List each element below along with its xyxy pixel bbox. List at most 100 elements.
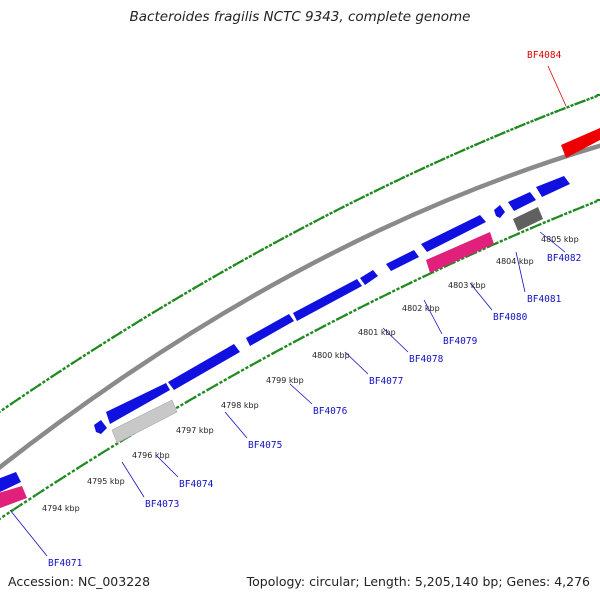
tick-mark — [179, 293, 184, 298]
tick-mark — [482, 246, 487, 251]
tick-mark — [400, 285, 405, 289]
tick-mark — [300, 226, 305, 230]
gene-label: BF4084 — [527, 50, 562, 61]
tick-mark — [21, 393, 26, 398]
tick-mark — [186, 397, 195, 403]
tick-mark — [66, 364, 71, 368]
tick-mark — [369, 191, 374, 195]
callout-line — [9, 509, 48, 557]
tick-mark — [325, 213, 329, 218]
tick-mark — [349, 201, 354, 205]
tick-mark — [580, 205, 585, 209]
tick-mark — [499, 239, 504, 243]
gene-label: BF4081 — [527, 294, 562, 305]
kbp-label: 4804 kbp — [496, 257, 534, 266]
tick-mark — [421, 166, 426, 170]
tick-mark — [75, 466, 80, 471]
callout-line — [344, 351, 369, 375]
tick-mark — [207, 277, 212, 281]
other-genes — [0, 128, 600, 509]
tick-mark — [230, 372, 238, 378]
tick-mark — [576, 100, 584, 105]
tick-mark — [329, 211, 333, 216]
tick-mark — [252, 252, 257, 256]
gene-label: BF4073 — [145, 499, 179, 510]
tick-mark — [525, 121, 530, 125]
tick-mark — [86, 351, 91, 355]
tick-mark — [445, 155, 450, 159]
tick-mark — [11, 398, 19, 404]
gene-forward — [508, 192, 536, 211]
gene-forward — [293, 279, 362, 321]
gene-forward — [386, 250, 419, 271]
tick-mark — [122, 328, 127, 332]
tick-mark — [9, 401, 14, 406]
accession-label: Accession: NC_003228 — [8, 574, 151, 589]
tick-mark — [71, 469, 76, 473]
tick-mark — [288, 232, 293, 237]
tick-mark — [359, 303, 368, 309]
gene-forward — [106, 383, 170, 424]
tick-mark — [509, 127, 514, 132]
gene-label: BF4075 — [248, 440, 282, 451]
tick-mark — [295, 336, 303, 343]
tick-mark — [249, 363, 254, 368]
tick-mark — [542, 220, 547, 225]
tick-mark — [240, 368, 245, 372]
tick-mark — [308, 221, 313, 226]
tick-mark — [316, 325, 324, 331]
tick-mark — [335, 206, 343, 212]
tick-mark — [409, 171, 414, 176]
tick-mark — [270, 351, 275, 356]
tick-mark — [13, 504, 21, 511]
tick-mark — [199, 281, 204, 286]
tick-mark — [495, 241, 499, 245]
kbp-label: 4802 kbp — [402, 304, 440, 313]
tick-mark — [405, 173, 410, 178]
kbp-label: 4803 kbp — [448, 281, 486, 290]
tick-mark — [251, 360, 260, 366]
gene-forward — [421, 215, 486, 252]
tick-mark — [1, 407, 6, 412]
tick-mark — [234, 260, 242, 266]
tick-mark — [401, 175, 406, 180]
kbp-label: 4801 kbp — [358, 328, 396, 337]
gene-red — [561, 128, 600, 158]
tick-mark — [562, 106, 566, 111]
tick-mark — [268, 243, 273, 247]
tick-mark — [236, 370, 241, 375]
tick-mark — [240, 258, 245, 263]
tick-mark — [220, 270, 225, 274]
tick-mark — [19, 502, 24, 507]
tick-mark — [197, 392, 202, 397]
tick-mark — [126, 325, 131, 330]
tick-mark — [476, 140, 484, 146]
tick-mark — [496, 132, 504, 137]
gene-forward — [0, 472, 21, 492]
tick-mark — [477, 248, 482, 253]
tick-mark — [314, 328, 319, 333]
gene-forward — [94, 420, 107, 434]
tick-mark — [387, 291, 392, 295]
tick-mark — [264, 245, 269, 250]
tick-mark — [542, 114, 546, 119]
tick-mark — [436, 158, 444, 164]
tick-mark — [110, 335, 115, 340]
gene-forward — [494, 205, 505, 218]
tick-mark — [489, 242, 497, 248]
tick-mark — [331, 319, 336, 324]
gene-labels: BF4071 BF4073 BF4074 BF4075 BF4076 BF407… — [48, 50, 581, 569]
tick-mark — [320, 215, 325, 220]
tick-mark — [361, 195, 366, 199]
tick-mark — [489, 136, 494, 140]
tick-mark — [0, 517, 2, 521]
tick-mark — [288, 342, 293, 346]
tick-mark — [501, 131, 506, 135]
tick-mark — [284, 234, 289, 239]
tick-mark — [194, 283, 202, 289]
tick-mark — [381, 185, 386, 189]
tick-mark — [563, 212, 568, 216]
tick-mark — [486, 245, 491, 249]
tick-mark — [106, 447, 111, 452]
tick-mark — [550, 111, 554, 115]
